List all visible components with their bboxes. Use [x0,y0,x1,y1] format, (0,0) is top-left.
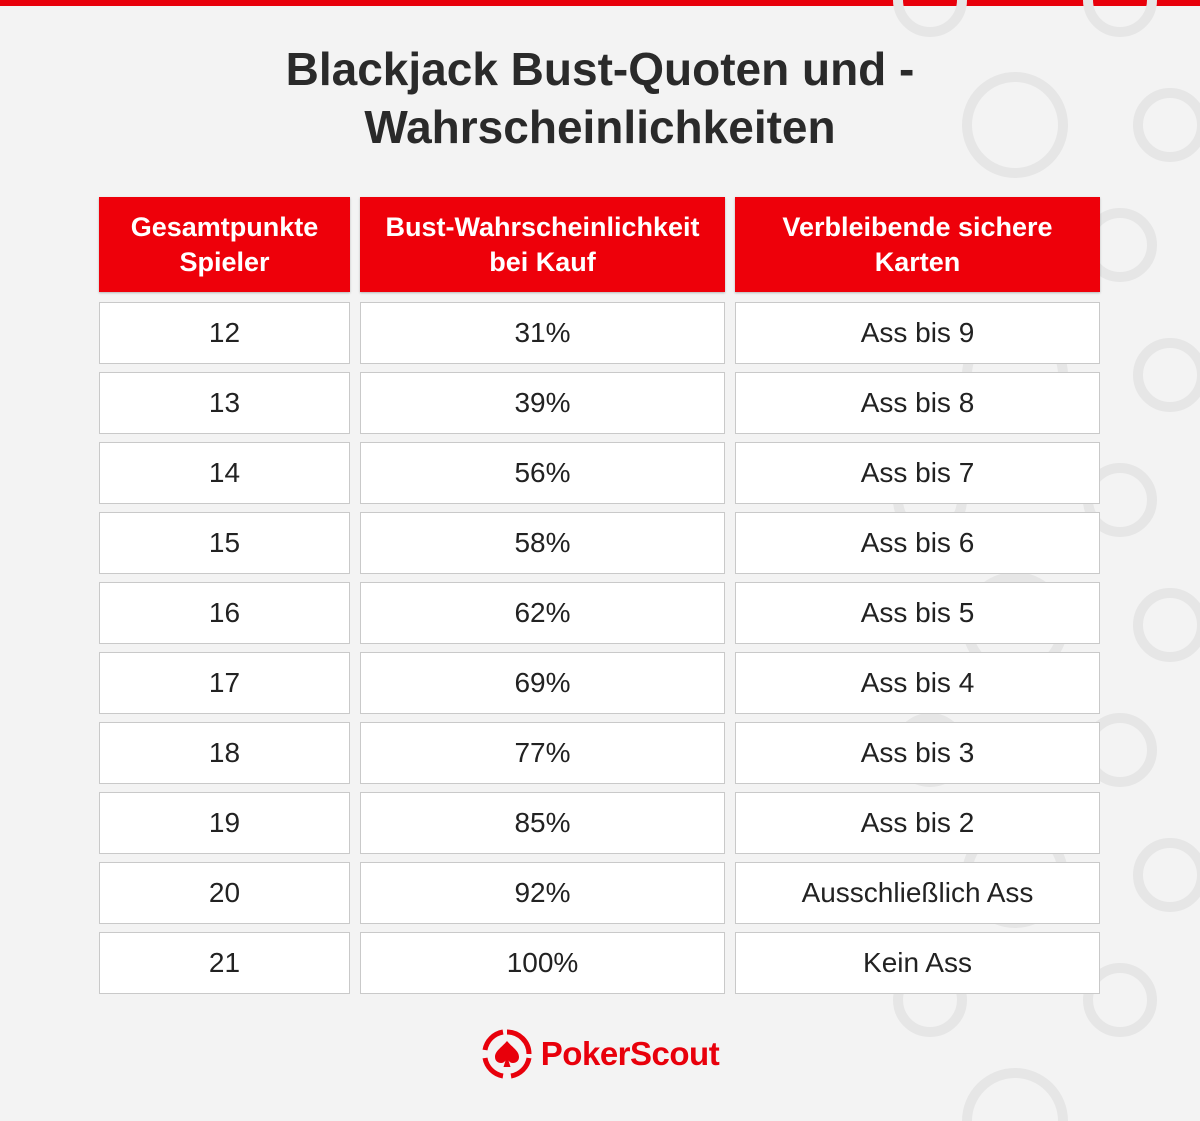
header-text: Karten [874,246,961,277]
cell-bust-probability: 77% [360,722,725,784]
cell-safe-cards: Ass bis 5 [735,582,1100,644]
cell-total-points: 17 [99,652,350,714]
page-title-line-1: Blackjack Bust-Quoten und - [285,43,915,95]
header-text: bei Kauf [489,246,596,277]
cell-safe-cards: Ausschließlich Ass [735,862,1100,924]
cell-total-points: 15 [99,512,350,574]
pokerscout-spade-icon [482,1029,532,1079]
header-cell-total-points: Gesamtpunkte Spieler [99,197,350,292]
pokerscout-logo: PokerScout [0,1028,1200,1080]
header-text: Spieler [179,246,270,277]
cell-safe-cards: Ass bis 2 [735,792,1100,854]
header-text: Gesamtpunkte [130,211,319,242]
header-cell-safe-cards: Verbleibende sichere Karten [735,197,1100,292]
cell-safe-cards: Ass bis 8 [735,372,1100,434]
cell-safe-cards: Ass bis 3 [735,722,1100,784]
cell-bust-probability: 56% [360,442,725,504]
cell-total-points: 20 [99,862,350,924]
header-cell-bust-probability: Bust-Wahrscheinlichkeit bei Kauf [360,197,725,292]
cell-bust-probability: 100% [360,932,725,994]
cell-safe-cards: Ass bis 9 [735,302,1100,364]
cell-total-points: 12 [99,302,350,364]
cell-safe-cards: Kein Ass [735,932,1100,994]
page-title-line-2: Wahrscheinlichkeiten [364,101,836,153]
top-accent-bar [0,0,1200,6]
cell-total-points: 13 [99,372,350,434]
cell-bust-probability: 58% [360,512,725,574]
cell-bust-probability: 69% [360,652,725,714]
logo-text: PokerScout [540,1035,720,1072]
cell-safe-cards: Ass bis 6 [735,512,1100,574]
cell-safe-cards: Ass bis 4 [735,652,1100,714]
header-text: Verbleibende sichere [782,211,1053,242]
cell-bust-probability: 85% [360,792,725,854]
cell-safe-cards: Ass bis 7 [735,442,1100,504]
cell-total-points: 14 [99,442,350,504]
cell-total-points: 16 [99,582,350,644]
header-text: Bust-Wahrscheinlichkeit [385,211,700,242]
cell-bust-probability: 39% [360,372,725,434]
cell-bust-probability: 31% [360,302,725,364]
cell-total-points: 18 [99,722,350,784]
page-title: Blackjack Bust-Quoten und - Wahrscheinli… [0,40,1200,156]
cell-total-points: 19 [99,792,350,854]
cell-total-points: 21 [99,932,350,994]
cell-bust-probability: 62% [360,582,725,644]
cell-bust-probability: 92% [360,862,725,924]
